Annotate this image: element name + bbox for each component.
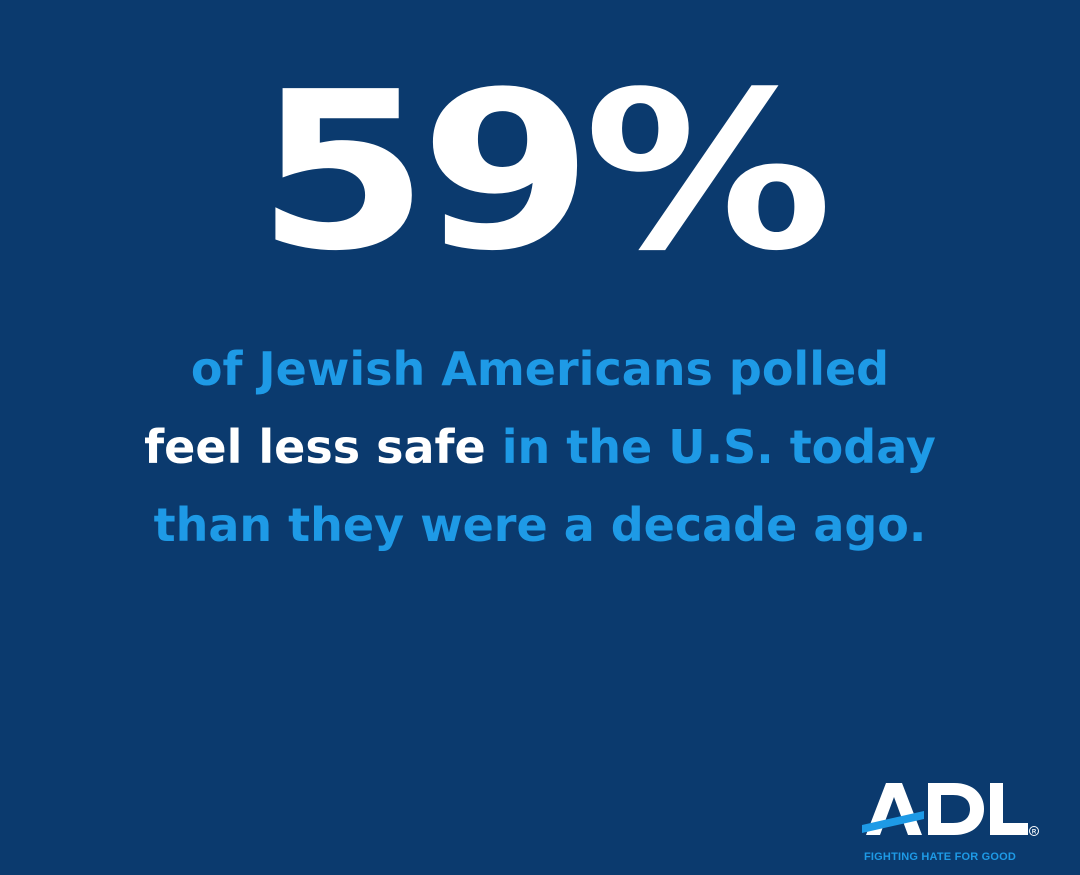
adl-logo-mark: R [862, 783, 1039, 836]
svg-text:R: R [1032, 830, 1037, 836]
logo-tagline: FIGHTING HATE FOR GOOD [864, 851, 1017, 863]
caption: of Jewish Americans polled feel less saf… [0, 330, 1080, 564]
caption-line-1: of Jewish Americans polled [190, 342, 890, 396]
caption-emphasis: feel less safe [144, 420, 486, 474]
headline-stat: 59% [256, 46, 833, 299]
caption-line-2-rest: in the U.S. today [485, 420, 936, 474]
caption-line-2: feel less safe in the U.S. today [0, 408, 1080, 486]
caption-line-3: than they were a decade ago. [153, 498, 927, 552]
adl-logo: R FIGHTING HATE FOR GOOD [862, 775, 1042, 867]
